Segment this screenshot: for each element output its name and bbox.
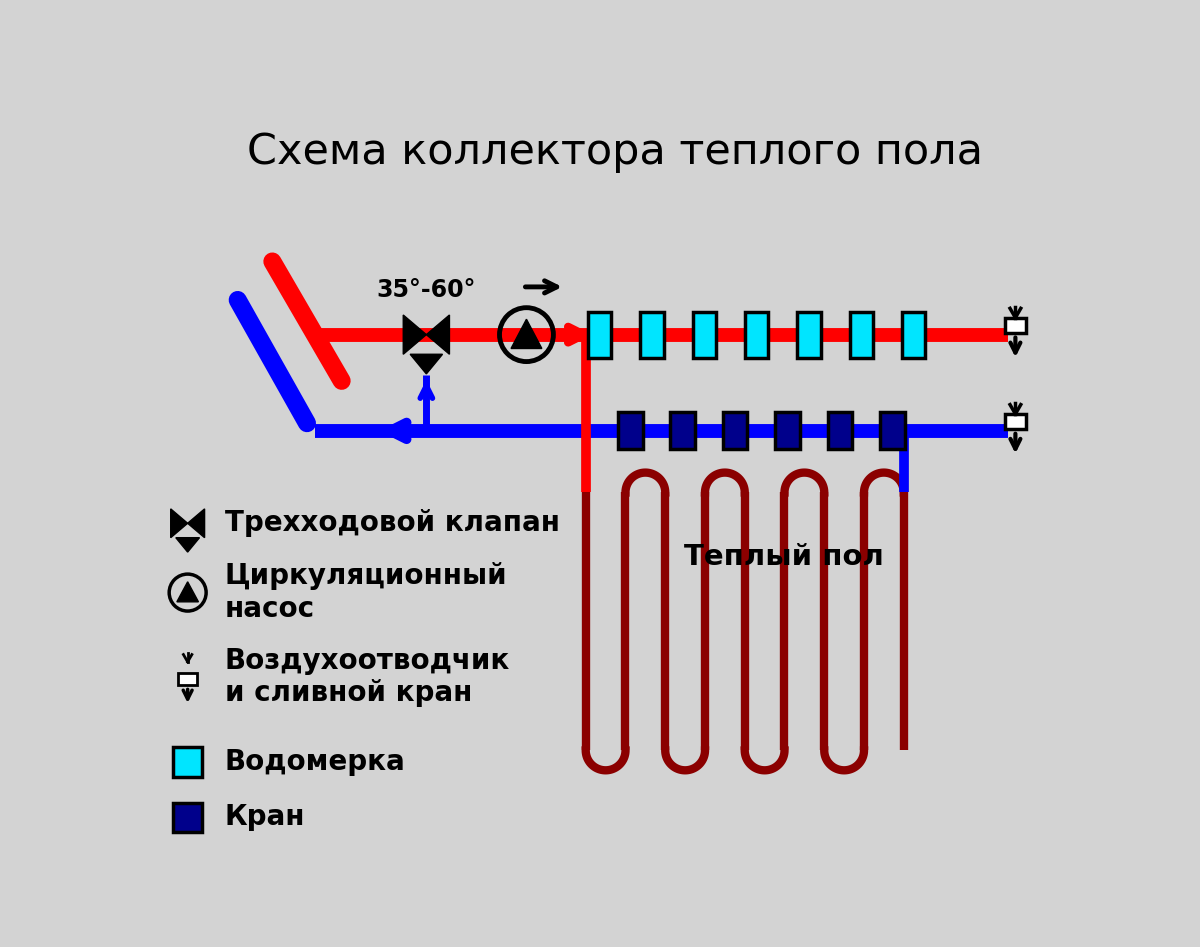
FancyBboxPatch shape [1004,317,1026,333]
Text: Воздухоотводчик
и сливной кран: Воздухоотводчик и сливной кран [224,647,510,707]
FancyBboxPatch shape [902,312,925,358]
Text: Циркуляционный
насос: Циркуляционный насос [224,563,508,623]
FancyBboxPatch shape [671,412,695,450]
FancyBboxPatch shape [880,412,905,450]
Polygon shape [170,509,187,538]
Polygon shape [175,538,199,552]
Polygon shape [403,315,426,354]
Text: Схема коллектора теплого пола: Схема коллектора теплого пола [247,131,983,172]
Text: Трехходовой клапан: Трехходовой клапан [224,509,559,537]
FancyBboxPatch shape [775,412,799,450]
Polygon shape [426,315,450,354]
FancyBboxPatch shape [641,312,664,358]
Polygon shape [511,319,542,348]
Polygon shape [187,509,204,538]
Text: Кран: Кран [224,803,305,831]
Text: Теплый пол: Теплый пол [684,543,884,570]
FancyBboxPatch shape [850,312,872,358]
Polygon shape [176,581,198,602]
FancyBboxPatch shape [722,412,748,450]
FancyBboxPatch shape [588,312,611,358]
Text: 35°-60°: 35°-60° [377,278,476,302]
FancyBboxPatch shape [618,412,643,450]
FancyBboxPatch shape [798,312,821,358]
FancyBboxPatch shape [173,747,203,777]
FancyBboxPatch shape [1004,414,1026,429]
FancyBboxPatch shape [692,312,716,358]
Text: Водомерка: Водомерка [224,748,406,776]
FancyBboxPatch shape [828,412,852,450]
FancyBboxPatch shape [179,673,197,685]
FancyBboxPatch shape [173,803,203,832]
Polygon shape [410,354,443,374]
FancyBboxPatch shape [745,312,768,358]
